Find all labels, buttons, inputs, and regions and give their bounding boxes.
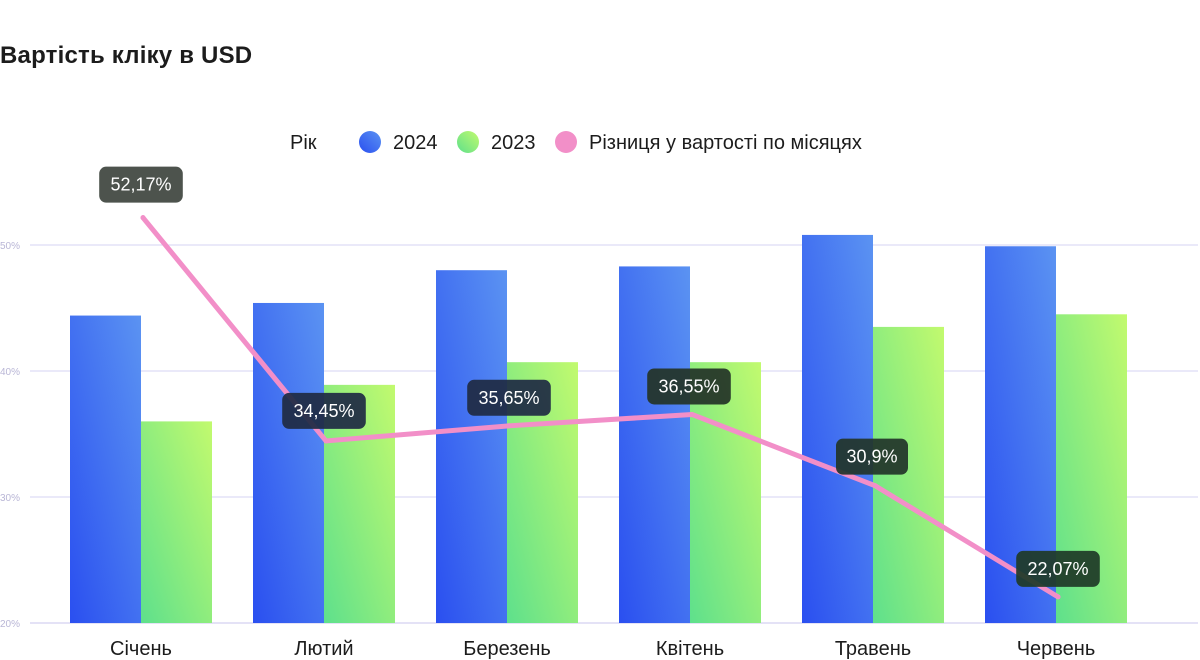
data-label-background xyxy=(1016,550,1100,587)
data-label: 36,55% xyxy=(647,368,731,405)
difference-point xyxy=(323,438,329,444)
x-tick-label: Червень xyxy=(1017,638,1096,660)
bar-2023-Січень xyxy=(141,421,212,623)
bar-2024-Лютий xyxy=(253,302,324,623)
data-label: 52,17% xyxy=(99,166,183,203)
legend-marker xyxy=(555,131,577,153)
x-tick-label: Лютий xyxy=(294,638,353,660)
bar-2024-Березень xyxy=(436,270,507,623)
bar-2023-Травень xyxy=(873,326,944,623)
bars xyxy=(70,234,1127,624)
page-title: Вартість кліку в USD xyxy=(0,42,253,69)
difference-point xyxy=(1055,594,1061,600)
data-label: 34,45% xyxy=(282,392,366,429)
legend-label: 2024 xyxy=(393,132,438,154)
data-label-background xyxy=(99,166,183,203)
difference-point xyxy=(506,423,512,429)
data-labels: 52,17% 34,45% 35,65% 36,55% 30,9% 22,07% xyxy=(99,166,1100,587)
data-label-text: 36,55% xyxy=(658,376,719,396)
data-label: 35,65% xyxy=(467,379,551,416)
data-label-background xyxy=(836,438,908,475)
data-label-background xyxy=(282,392,366,429)
legend-item: 2024 xyxy=(359,131,438,154)
x-axis: Січень Лютий Березень Квітень Травень Червень xyxy=(110,638,1095,660)
legend-marker xyxy=(457,131,479,153)
data-label: 22,07% xyxy=(1016,550,1100,587)
data-label-text: 52,17% xyxy=(110,175,171,195)
data-label-text: 35,65% xyxy=(478,388,539,408)
legend: Рік 2024 2023 Різниця у вартості по місяцях xyxy=(290,131,862,154)
legend-marker xyxy=(359,131,381,153)
legend-label: 2023 xyxy=(491,132,536,154)
x-tick-label: Травень xyxy=(835,638,911,660)
difference-point xyxy=(689,411,695,417)
legend-label: Різниця у вартості по місяцях xyxy=(589,132,862,154)
x-tick-label: Квітень xyxy=(656,638,724,660)
data-label-text: 30,9% xyxy=(846,447,897,467)
bar-2024-Квітень xyxy=(619,266,690,623)
x-tick-label: Січень xyxy=(110,638,172,660)
bar-2024-Січень xyxy=(70,315,141,623)
data-label-background xyxy=(647,368,731,405)
data-label: 30,9% xyxy=(836,438,908,475)
data-label-text: 22,07% xyxy=(1027,559,1088,579)
bar-2024-Травень xyxy=(802,234,873,624)
y-tick-label: 50% xyxy=(0,241,20,252)
data-label-background xyxy=(467,379,551,416)
legend-item: Різниця у вартості по місяцях xyxy=(555,131,862,154)
difference-point xyxy=(872,483,878,489)
y-tick-label: 30% xyxy=(0,493,20,504)
x-tick-label: Березень xyxy=(463,638,551,660)
legend-item: 2023 xyxy=(457,131,536,154)
bar-2023-Квітень xyxy=(690,362,761,623)
y-tick-label: 20% xyxy=(0,619,20,630)
difference-point xyxy=(140,215,146,221)
legend-title: Рік xyxy=(290,132,317,154)
y-tick-label: 40% xyxy=(0,367,20,378)
data-label-text: 34,45% xyxy=(293,401,354,421)
